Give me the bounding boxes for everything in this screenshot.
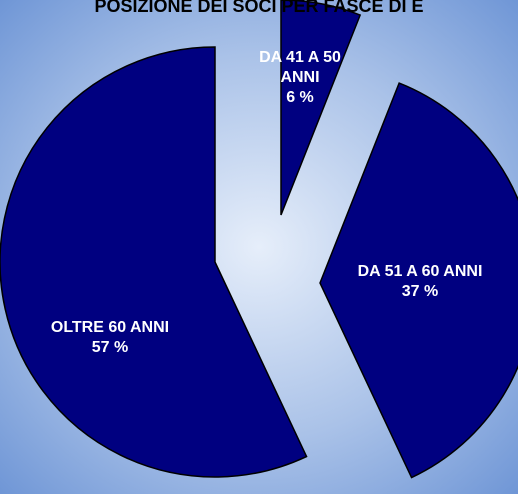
pie-slice	[280, 0, 362, 216]
pie-slice	[319, 82, 518, 479]
slice-label: OLTRE 60 ANNI 57 %	[30, 318, 190, 358]
category-label: DA 51 A 60 ANNI	[357, 263, 483, 280]
slice-label: DA 41 A 50 ANNI 6 %	[240, 48, 360, 108]
category-label: DA 41 A 50 ANNI	[259, 49, 341, 86]
category-label: OLTRE 60 ANNI	[50, 319, 170, 336]
value-label: 37 %	[401, 283, 439, 300]
pie-slice	[0, 46, 308, 478]
value-label: 57 %	[91, 339, 129, 356]
chart-title: POSIZIONE DEI SOCI PER FASCE DI E	[94, 0, 424, 16]
slice-label: DA 51 A 60 ANNI 37 %	[325, 262, 515, 302]
value-label: 6 %	[286, 89, 314, 106]
